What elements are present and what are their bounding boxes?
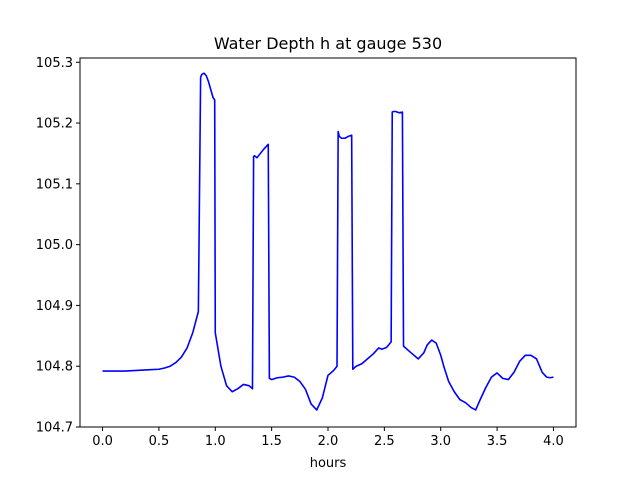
y-tick-label: 105.3 <box>36 56 73 71</box>
y-axis: 104.7 104.8 104.9 105.0 105.1 105.2 105.3 <box>36 56 80 436</box>
x-axis-label: hours <box>310 456 347 471</box>
x-axis: 0.0 0.5 1.0 1.5 2.0 2.5 3.0 3.5 4.0 <box>92 427 564 449</box>
series-line-0 <box>102 72 554 411</box>
x-tick-label: 1.0 <box>205 434 226 449</box>
x-tick-label: 3.5 <box>487 434 508 449</box>
x-tick-label: 0.0 <box>92 434 113 449</box>
y-tick-label: 105.2 <box>36 117 73 132</box>
y-tick-label: 104.9 <box>36 299 73 314</box>
y-tick-label: 105.0 <box>36 238 73 253</box>
chart-title: Water Depth h at gauge 530 <box>214 34 442 53</box>
x-tick-label: 0.5 <box>149 434 170 449</box>
x-tick-label: 3.0 <box>430 434 451 449</box>
y-tick-label: 104.7 <box>36 421 73 436</box>
y-tick-label: 104.8 <box>36 360 73 375</box>
x-tick-label: 2.5 <box>374 434 395 449</box>
x-tick-label: 2.0 <box>318 434 339 449</box>
x-tick-label: 4.0 <box>543 434 564 449</box>
x-tick-label: 1.5 <box>261 434 282 449</box>
y-tick-label: 105.1 <box>36 177 73 192</box>
